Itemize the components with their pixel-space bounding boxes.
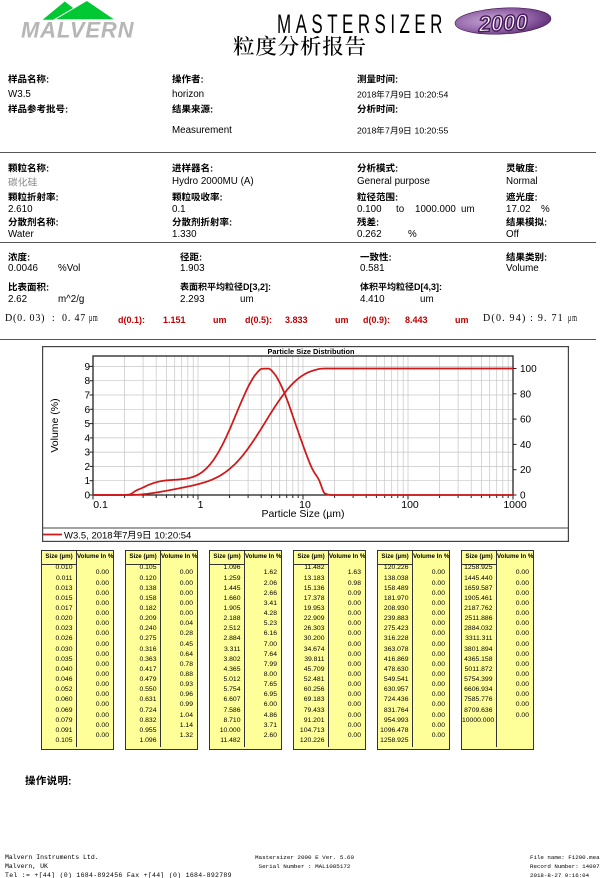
svg-text:8: 8 (84, 376, 90, 387)
svg-text:0: 0 (520, 491, 526, 502)
svg-text:Particle Size (µm): Particle Size (µm) (261, 508, 344, 520)
svg-text:Volume (%): Volume (%) (49, 398, 61, 452)
svg-text:80: 80 (520, 389, 532, 400)
svg-text:60: 60 (520, 415, 532, 426)
svg-text:0: 0 (84, 491, 90, 502)
svg-text:9: 9 (84, 362, 90, 373)
svg-text:0.1: 0.1 (93, 499, 108, 511)
svg-text:Particle Size Distribution: Particle Size Distribution (267, 347, 355, 356)
svg-text:20: 20 (520, 465, 532, 476)
svg-text:40: 40 (520, 440, 532, 451)
svg-text:1: 1 (198, 499, 204, 511)
svg-text:2000: 2000 (477, 9, 529, 37)
svg-text:3: 3 (84, 448, 90, 459)
svg-text:1000: 1000 (503, 499, 527, 511)
svg-text:7: 7 (84, 391, 90, 402)
svg-text:10: 10 (299, 499, 311, 511)
svg-text:6: 6 (84, 405, 90, 416)
svg-text:100: 100 (520, 364, 537, 375)
svg-text:5: 5 (84, 419, 90, 430)
svg-text:1: 1 (84, 476, 90, 487)
svg-text:100: 100 (401, 499, 419, 511)
svg-text:2: 2 (84, 462, 90, 473)
svg-text:4: 4 (84, 433, 90, 444)
svg-text:MALVERN: MALVERN (21, 18, 135, 43)
